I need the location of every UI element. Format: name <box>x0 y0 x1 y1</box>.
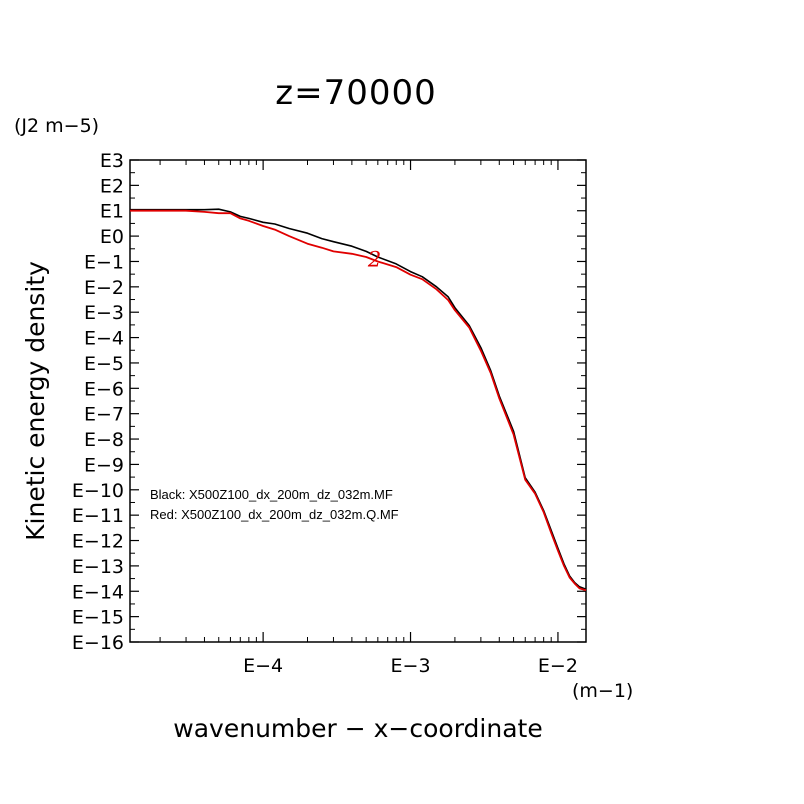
y-tick-label: E−11 <box>72 505 124 527</box>
y-tick-label: E2 <box>100 175 124 197</box>
y-tick-label: E−4 <box>84 328 124 350</box>
x-tick-label: E−3 <box>391 655 431 677</box>
y-tick-label: E−9 <box>84 454 124 476</box>
plot-frame <box>129 159 587 643</box>
y-tick-label: E−7 <box>84 404 124 426</box>
tick-labels: E3 E2 E1 E0 E−1 E−2 E−3 E−4 E−5 E−6 E−7 E−8 E−9 E−10 E… <box>72 150 578 677</box>
y-tick-label: E−5 <box>84 353 124 375</box>
axis-ticks <box>130 159 586 643</box>
x-tick-label: E−2 <box>538 655 578 677</box>
y-tick-label: E3 <box>100 150 124 172</box>
y-tick-label: E−12 <box>72 531 124 553</box>
y-tick-label: E−1 <box>84 251 124 273</box>
series-lines <box>130 208 587 592</box>
y-tick-label: E1 <box>100 201 124 223</box>
y-tick-label: E−8 <box>84 429 124 451</box>
x-axis-title: wavenumber − x−coordinate <box>173 714 542 743</box>
y-tick-label: E−16 <box>72 632 124 654</box>
y-axis-title: Kinetic energy density <box>21 261 50 541</box>
legend-red-label: Red: X500Z100_dx_200m_dz_032m.Q.MF <box>150 507 399 522</box>
y-tick-label: E−15 <box>72 607 124 629</box>
series-marker-label: 2 <box>367 247 381 271</box>
y-tick-label: E−13 <box>72 556 124 578</box>
series-line-red <box>130 209 587 592</box>
y-tick-label: E−2 <box>84 277 124 299</box>
y-tick-label: E−3 <box>84 302 124 324</box>
chart-title: z=70000 <box>275 73 437 113</box>
y-tick-label: E−14 <box>72 581 124 603</box>
x-tick-label: E−4 <box>243 655 283 677</box>
y-axis-unit: (J2 m−5) <box>14 115 99 137</box>
y-tick-label: E0 <box>100 226 124 248</box>
series-line-black <box>130 208 587 591</box>
legend-black-label: Black: X500Z100_dx_200m_dz_032m.MF <box>150 487 393 502</box>
y-tick-label: E−6 <box>84 378 124 400</box>
x-axis-unit: (m−1) <box>572 680 633 702</box>
y-tick-label: E−10 <box>72 480 124 502</box>
